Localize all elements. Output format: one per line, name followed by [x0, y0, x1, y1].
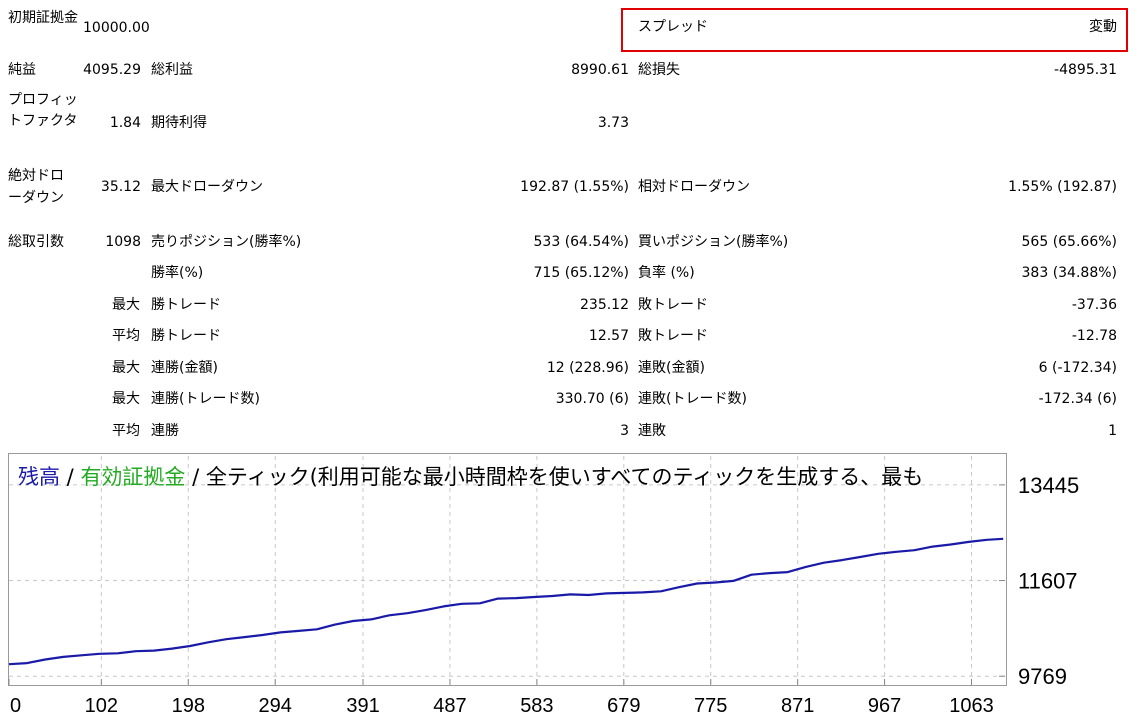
largest-profit-value: 235.12 [580, 297, 629, 313]
chart-title-sep-2: / [185, 465, 206, 489]
relative-drawdown-label: 相対ドローダウン [638, 179, 750, 195]
net-profit-value: 4095.29 [83, 62, 141, 78]
average-consecutive-losses-label: 連敗 [638, 423, 666, 439]
initial-deposit-label: 初期証拠金 [8, 10, 78, 26]
net-profit-label: 純益 [8, 62, 36, 78]
x-tick-label: 102 [85, 695, 118, 717]
x-tick-label: 775 [694, 695, 727, 717]
gross-loss-label: 総損失 [638, 62, 680, 78]
expected-payoff-value: 3.73 [597, 115, 629, 131]
total-trades-label: 総取引数 [8, 234, 64, 250]
short-positions-value: 533 (64.54%) [533, 234, 629, 250]
average-consecutive-losses-value: 1 [1108, 423, 1117, 439]
average-prefix: 平均 [112, 328, 140, 344]
chart-title-equity: 有効証拠金 [80, 465, 186, 489]
maximal-drawdown-value: 192.87 (1.55%) [520, 179, 629, 195]
balance-chart-frame [8, 453, 1007, 686]
chart-title: 残高 / 有効証拠金 / 全ティック(利用可能な最小時間枠を使いすべてのティック… [18, 459, 923, 495]
loss-trades-label: 負率 (%) [638, 265, 695, 281]
max-consecutive-loss-count-value: -172.34 (6) [1038, 391, 1117, 407]
max-consecutive-count-prefix: 最大 [112, 391, 140, 407]
gross-loss-value: -4895.31 [1054, 62, 1117, 78]
relative-drawdown-value: 1.55% (192.87) [1008, 179, 1117, 195]
average-consecutive-wins-label: 連勝 [151, 423, 179, 439]
max-consecutive-losses-money-label: 連敗(金額) [638, 360, 705, 376]
x-tick-label: 294 [259, 695, 292, 717]
absolute-drawdown-label: 絶対ドローダウン [8, 168, 64, 206]
largest-profit-label: 勝トレード [151, 297, 221, 313]
maximal-drawdown-label: 最大ドローダウン [151, 179, 263, 195]
largest-loss-label: 敗トレード [638, 297, 708, 313]
x-tick-label: 967 [868, 695, 901, 717]
max-consecutive-losses-money-value: 6 (-172.34) [1038, 360, 1117, 376]
long-positions-value: 565 (65.66%) [1021, 234, 1117, 250]
average-consecutive-wins-value: 3 [620, 423, 629, 439]
profit-trades-label: 勝率(%) [151, 265, 204, 281]
total-trades-value: 1098 [105, 234, 141, 250]
expected-payoff-label: 期待利得 [151, 115, 207, 131]
spread-highlight-box [621, 8, 1128, 52]
average-profit-value: 12.57 [588, 328, 629, 344]
x-tick-label: 871 [781, 695, 814, 717]
balance-series-line [8, 537, 1004, 666]
x-tick-label: 0 [10, 695, 21, 717]
chart-title-balance: 残高 [18, 465, 60, 489]
chart-title-model: 全ティック(利用可能な最小時間枠を使いすべてのティックを生成する、最も [205, 465, 924, 489]
average-consecutive-prefix: 平均 [112, 423, 140, 439]
max-consecutive-wins-money-label: 連勝(金額) [151, 360, 218, 376]
y-tick-label: 9769 [1018, 664, 1067, 689]
spread-label: スプレッド [638, 19, 708, 35]
absolute-drawdown-value: 35.12 [100, 179, 141, 195]
x-tick-label: 198 [172, 695, 205, 717]
short-positions-label: 売りポジション(勝率%) [151, 234, 302, 250]
x-tick-label: 391 [346, 695, 379, 717]
gross-profit-label: 総利益 [151, 62, 193, 78]
initial-deposit-value: 10000.00 [83, 20, 150, 36]
spread-value: 変動 [1089, 19, 1117, 35]
gross-profit-value: 8990.61 [571, 62, 629, 78]
profit-factor-label: プロフィットファクタ [8, 92, 78, 129]
long-positions-label: 買いポジション(勝率%) [638, 234, 789, 250]
max-consecutive-loss-count-label: 連敗(トレード数) [638, 391, 747, 407]
average-loss-value: -12.78 [1071, 328, 1117, 344]
largest-prefix: 最大 [112, 297, 140, 313]
average-loss-label: 敗トレード [638, 328, 708, 344]
x-tick-label: 583 [520, 695, 553, 717]
max-consecutive-profit-count-value: 330.70 (6) [555, 391, 629, 407]
profit-factor-value: 1.84 [109, 115, 141, 131]
chart-title-sep-1: / [60, 465, 81, 489]
y-tick-label: 11607 [1018, 569, 1078, 594]
y-tick-label: 13445 [1018, 473, 1079, 498]
max-consecutive-prefix: 最大 [112, 360, 140, 376]
profit-trades-value: 715 (65.12%) [533, 265, 629, 281]
largest-loss-value: -37.36 [1071, 297, 1117, 313]
loss-trades-value: 383 (34.88%) [1021, 265, 1117, 281]
average-profit-label: 勝トレード [151, 328, 221, 344]
x-tick-label: 1063 [949, 695, 994, 717]
max-consecutive-profit-count-label: 連勝(トレード数) [151, 391, 260, 407]
x-tick-label: 679 [607, 695, 640, 717]
max-consecutive-wins-money-value: 12 (228.96) [546, 360, 629, 376]
x-tick-label: 487 [433, 695, 466, 717]
